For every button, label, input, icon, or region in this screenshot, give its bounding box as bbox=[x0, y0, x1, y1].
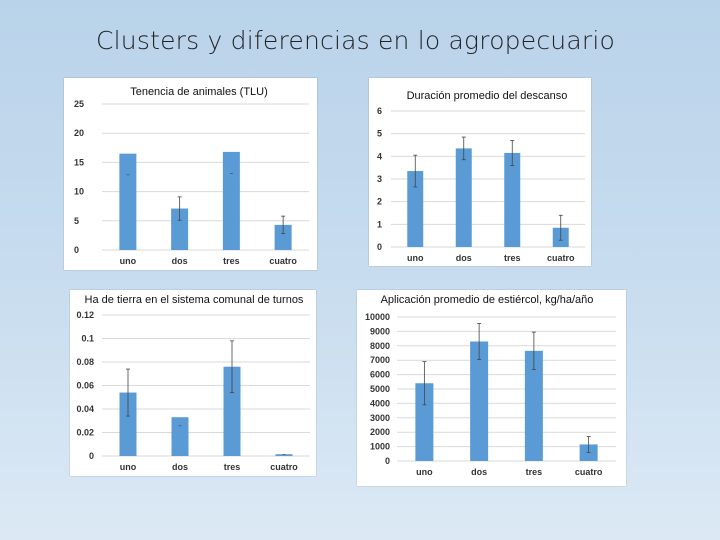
chart-animales: Tenencia de animales (TLU) 0 5 10 15 20 25 uno d… bbox=[74, 86, 309, 266]
y-tick-label: 9000 bbox=[370, 326, 390, 336]
chart-ha-tierra: Ha de tierra en el sistema comunal de tu… bbox=[76, 294, 310, 472]
y-tick-label: 5 bbox=[377, 129, 382, 139]
bar-uno bbox=[415, 383, 434, 461]
y-tick-label: 2 bbox=[377, 197, 382, 207]
category-label: uno bbox=[407, 253, 424, 263]
bar-uno bbox=[407, 171, 424, 247]
y-tick-label: 0.08 bbox=[76, 357, 94, 367]
y-tick-label: 4 bbox=[377, 151, 382, 161]
y-tick-label: 20 bbox=[74, 128, 84, 138]
y-tick-label: 3000 bbox=[370, 413, 390, 423]
chart-title: Tenencia de animales (TLU) bbox=[130, 86, 268, 98]
category-label: uno bbox=[416, 467, 433, 477]
bar-cuatro bbox=[274, 224, 292, 250]
y-tick-label: 8000 bbox=[370, 341, 390, 351]
y-tick-label: 6000 bbox=[370, 370, 390, 380]
category-label: cuatro bbox=[547, 253, 575, 263]
y-tick-label: 15 bbox=[74, 157, 84, 167]
chart-panel-ha-tierra: Ha de tierra en el sistema comunal de tu… bbox=[70, 290, 316, 476]
chart-title: Duración promedio del descanso bbox=[407, 90, 568, 102]
chart-panel-estiercol: Aplicación promedio de estiércol, kg/ha/… bbox=[357, 290, 626, 486]
category-label: dos bbox=[456, 253, 472, 263]
bar-tres bbox=[223, 366, 241, 456]
y-tick-label: 2000 bbox=[370, 427, 390, 437]
bar-tres bbox=[524, 350, 543, 461]
category-label: tres bbox=[223, 256, 240, 266]
y-tick-label: 10000 bbox=[365, 312, 390, 322]
y-tick-label: 5000 bbox=[370, 384, 390, 394]
y-tick-label: 7000 bbox=[370, 355, 390, 365]
y-tick-label: 0 bbox=[89, 451, 94, 461]
chart-title: Ha de tierra en el sistema comunal de tu… bbox=[85, 294, 304, 306]
bar-dos bbox=[470, 341, 489, 461]
y-tick-label: 0 bbox=[377, 242, 382, 252]
y-tick-label: 1000 bbox=[370, 442, 390, 452]
y-tick-label: 0 bbox=[74, 245, 79, 255]
y-tick-label: 0 bbox=[385, 456, 390, 466]
chart-panel-descanso: Duración promedio del descanso 0 1 2 3 4 5 6 uno… bbox=[369, 78, 591, 266]
bar-cuatro bbox=[275, 454, 293, 456]
chart-panel-animales: Tenencia de animales (TLU) 0 5 10 15 20 25 uno d… bbox=[64, 78, 317, 270]
chart-title: Aplicación promedio de estiércol, kg/ha/… bbox=[381, 294, 594, 306]
y-tick-label: 4000 bbox=[370, 398, 390, 408]
chart-descanso: Duración promedio del descanso 0 1 2 3 4 5 6 uno… bbox=[377, 90, 585, 263]
category-label: dos bbox=[172, 462, 188, 472]
category-label: uno bbox=[120, 256, 137, 266]
y-tick-label: 1 bbox=[377, 219, 382, 229]
y-tick-label: 0.04 bbox=[76, 404, 94, 414]
slide-title: Clusters y diferencias en lo agropecuari… bbox=[96, 26, 615, 55]
bar-dos bbox=[171, 208, 189, 250]
bar-tres bbox=[222, 151, 240, 250]
bar-tres bbox=[504, 152, 521, 247]
y-tick-label: 0.1 bbox=[81, 334, 94, 344]
category-label: cuatro bbox=[270, 462, 298, 472]
bar-dos bbox=[171, 417, 189, 456]
y-tick-label: 0.02 bbox=[76, 428, 94, 438]
category-label: cuatro bbox=[269, 256, 297, 266]
y-tick-label: 10 bbox=[74, 187, 84, 197]
y-tick-label: 5 bbox=[74, 216, 79, 226]
category-label: tres bbox=[224, 462, 241, 472]
y-tick-label: 25 bbox=[74, 99, 84, 109]
y-tick-label: 6 bbox=[377, 106, 382, 116]
category-label: tres bbox=[504, 253, 521, 263]
bar-uno bbox=[119, 153, 137, 250]
category-label: dos bbox=[172, 256, 188, 266]
y-tick-label: 0.12 bbox=[76, 310, 94, 320]
category-label: cuatro bbox=[575, 467, 603, 477]
y-tick-label: 3 bbox=[377, 174, 382, 184]
category-label: tres bbox=[526, 467, 543, 477]
bar-dos bbox=[455, 148, 472, 247]
category-label: dos bbox=[471, 467, 487, 477]
chart-estiercol: Aplicación promedio de estiércol, kg/ha/… bbox=[365, 294, 616, 477]
bar-uno bbox=[119, 392, 137, 456]
category-label: uno bbox=[120, 462, 137, 472]
y-tick-label: 0.06 bbox=[76, 381, 94, 391]
